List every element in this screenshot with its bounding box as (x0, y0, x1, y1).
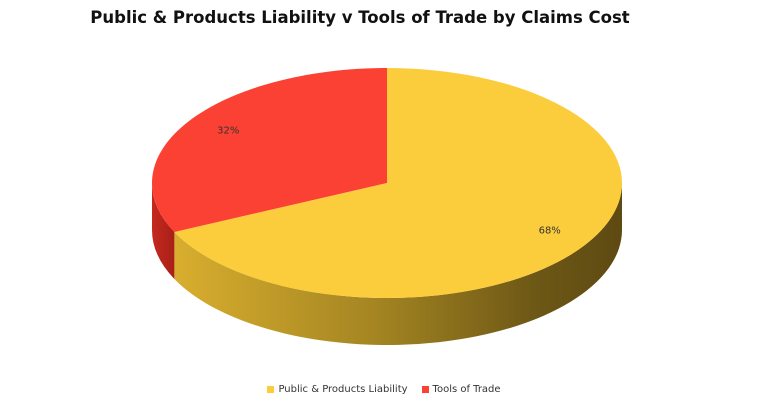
pie-chart: 68% 32% (152, 67, 622, 345)
legend-item-tools-of-trade: Tools of Trade (421, 384, 501, 395)
legend-swatch-tools-of-trade (421, 386, 429, 393)
pie-slice-0 (174, 68, 622, 298)
data-label-1: 32% (217, 126, 239, 137)
chart-title: Public & Products Liability v Tools of T… (90, 8, 630, 27)
legend-label-tools-of-trade: Tools of Trade (432, 384, 501, 395)
pie-side-1 (152, 183, 175, 279)
legend-label-public-products: Public & Products Liability (278, 384, 408, 395)
pie-slice-1 (152, 67, 387, 232)
pie-side-0 (174, 183, 622, 345)
data-label-0: 68% (539, 226, 561, 237)
chart-legend: Public & Products Liability Tools of Tra… (0, 384, 768, 395)
legend-swatch-public-products (267, 386, 275, 393)
legend-item-public-products: Public & Products Liability (267, 384, 408, 395)
